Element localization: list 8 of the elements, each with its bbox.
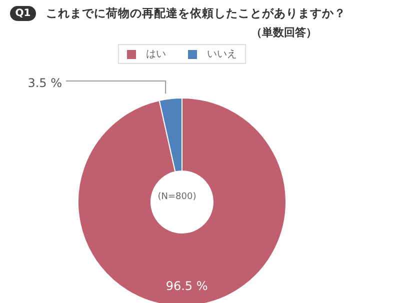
question-badge: Q1 bbox=[10, 6, 36, 21]
data-label: 96.5 % bbox=[166, 278, 208, 293]
chart-subtitle: （単数回答） bbox=[251, 25, 317, 40]
legend-label: はい bbox=[146, 48, 166, 61]
data-label: 3.5 % bbox=[28, 76, 62, 90]
chart-title: これまでに荷物の再配達を依頼したことがありますか？ bbox=[46, 6, 346, 21]
legend-label: いいえ bbox=[207, 48, 237, 61]
text: (N=800) bbox=[158, 192, 196, 202]
